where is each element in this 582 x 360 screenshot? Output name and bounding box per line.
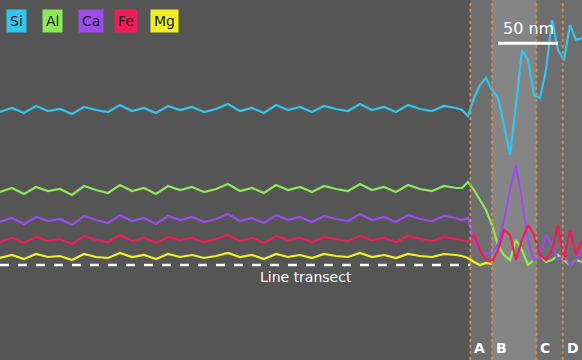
svg-text:C: C xyxy=(540,340,550,356)
svg-text:50 nm: 50 nm xyxy=(503,19,554,38)
svg-text:Si: Si xyxy=(10,13,23,29)
svg-text:D: D xyxy=(567,340,579,356)
svg-text:Line transect: Line transect xyxy=(260,269,352,285)
svg-text:Al: Al xyxy=(46,13,59,29)
svg-text:B: B xyxy=(496,340,507,356)
svg-text:A: A xyxy=(474,340,485,356)
svg-text:Mg: Mg xyxy=(154,13,175,29)
svg-text:Ca: Ca xyxy=(82,13,100,29)
svg-text:Fe: Fe xyxy=(118,13,134,29)
